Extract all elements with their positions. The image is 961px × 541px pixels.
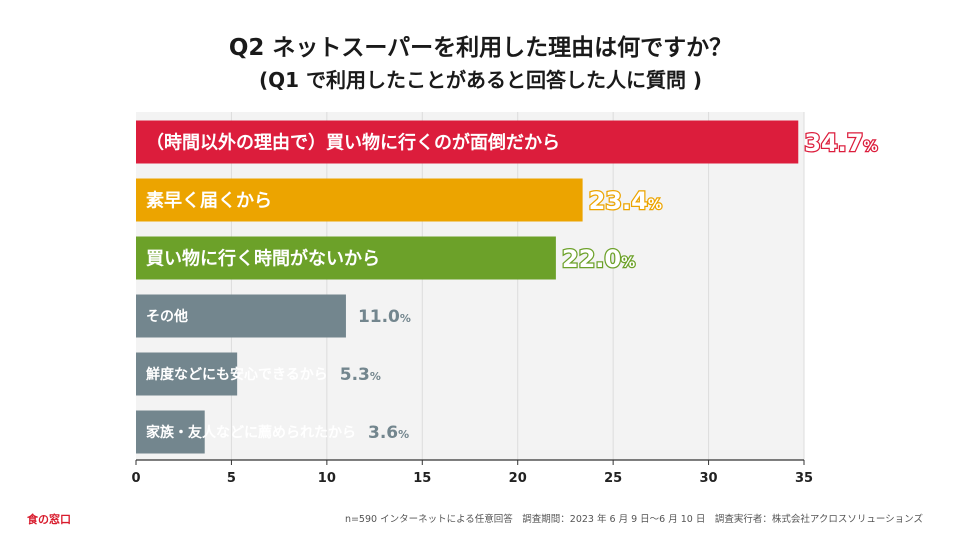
survey-note: n=590 インターネットによる任意回答 調査期間：2023 年 6 月 9 日… [344, 514, 923, 525]
chart-title: Q2 ネットスーパーを利用した理由は何ですか？ [228, 35, 733, 61]
value-label: 22.0% [562, 245, 635, 273]
value-label: 23.4% [589, 187, 662, 215]
x-tick-label: 35 [795, 471, 813, 486]
x-tick-label: 0 [131, 471, 140, 486]
plot-background [136, 112, 804, 460]
bar [136, 178, 583, 222]
bar [136, 352, 238, 396]
x-tick-label: 10 [318, 471, 336, 486]
bar-category-label: 素早く届くから [146, 190, 272, 211]
value-label: 34.7% [804, 129, 877, 157]
x-tick-label: 15 [413, 471, 431, 486]
bar-category-label: （時間以外の理由で）買い物に行くのが面倒だから [146, 131, 560, 153]
value-label: 11.0% [358, 307, 411, 327]
bar [136, 294, 346, 338]
bar-category-label: その他 [146, 308, 188, 325]
bar-category-label: 鮮度などにも安心できるから [146, 366, 328, 383]
bar-category-label: 家族・友人などに薦められたから [146, 424, 356, 441]
x-tick-label: 25 [604, 471, 622, 486]
bar [136, 236, 556, 280]
chart-subtitle: (Q1 で利用したことがあると回答した人に質問 ) [258, 68, 703, 92]
bar [136, 410, 205, 454]
bar-category-label: 買い物に行く時間がないから [146, 247, 380, 269]
brand-logo: 食の窓口 [27, 513, 71, 526]
x-tick-label: 30 [700, 471, 718, 486]
x-tick-label: 5 [227, 471, 236, 486]
x-tick-label: 20 [509, 471, 527, 486]
value-label: 3.6% [368, 423, 409, 443]
value-label: 5.3% [340, 365, 381, 385]
bar [136, 120, 799, 164]
